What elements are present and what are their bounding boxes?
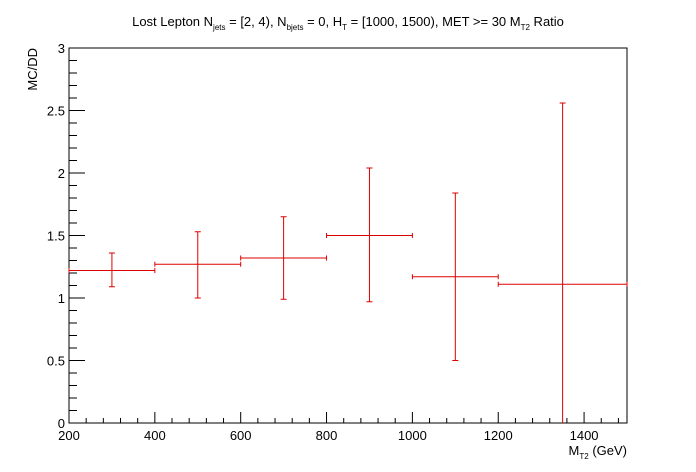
chart-title-text: Lost Lepton Njets = [2, 4), Nbjets = 0, …: [132, 14, 564, 32]
x-tick-label: 1200: [484, 428, 513, 443]
title-segment: = [2, 4), N: [226, 14, 287, 29]
axis-ticks: 200 400 600 800 1000 1200 1400 0 0.5 1 1.5 2 2.5 3: [47, 41, 619, 443]
title-segment: = 0, H: [303, 14, 342, 29]
x-tick-label: 200: [58, 428, 80, 443]
title-subscript: T2: [521, 23, 531, 32]
data-point: [497, 102, 628, 423]
x-axis-label: MT2 (GeV): [569, 443, 627, 461]
y-tick-label: 1: [58, 291, 65, 306]
y-tick-label: 2: [58, 166, 65, 181]
title-subscript: T: [342, 23, 347, 32]
y-tick-label: 2.5: [47, 104, 65, 119]
x-tick-label: 800: [316, 428, 338, 443]
x-tick-label: 1000: [398, 428, 427, 443]
title-subscript: bjets: [287, 23, 304, 32]
data-point: [68, 252, 156, 288]
x-axis-label-text: MT2 (GeV): [569, 443, 627, 461]
y-tick-label: 0.5: [47, 354, 65, 369]
x-label-unit: (GeV): [589, 443, 627, 458]
y-tick-label: 0: [58, 416, 65, 431]
chart-title: Lost Lepton Njets = [2, 4), Nbjets = 0, …: [132, 14, 564, 32]
data-point: [240, 216, 328, 300]
y-tick-label: 3: [58, 41, 65, 56]
y-axis-label-text: MC/DD: [25, 48, 40, 91]
x-tick-label: 1400: [570, 428, 599, 443]
x-tick-label: 400: [144, 428, 166, 443]
title-segment: Lost Lepton N: [132, 14, 213, 29]
data-points: [68, 102, 628, 423]
data-point: [154, 231, 242, 299]
data-point: [411, 192, 499, 361]
title-segment: = [1000, 1500), MET >= 30 M: [347, 14, 521, 29]
y-axis-label: MC/DD: [25, 48, 40, 91]
data-point: [326, 167, 413, 303]
y-tick-label: 1.5: [47, 229, 65, 244]
x-label-subscript: T2: [579, 452, 589, 461]
title-subscript: jets: [212, 23, 225, 32]
x-label-main: M: [569, 443, 580, 458]
x-tick-label: 600: [230, 428, 252, 443]
title-segment: Ratio: [530, 14, 564, 29]
